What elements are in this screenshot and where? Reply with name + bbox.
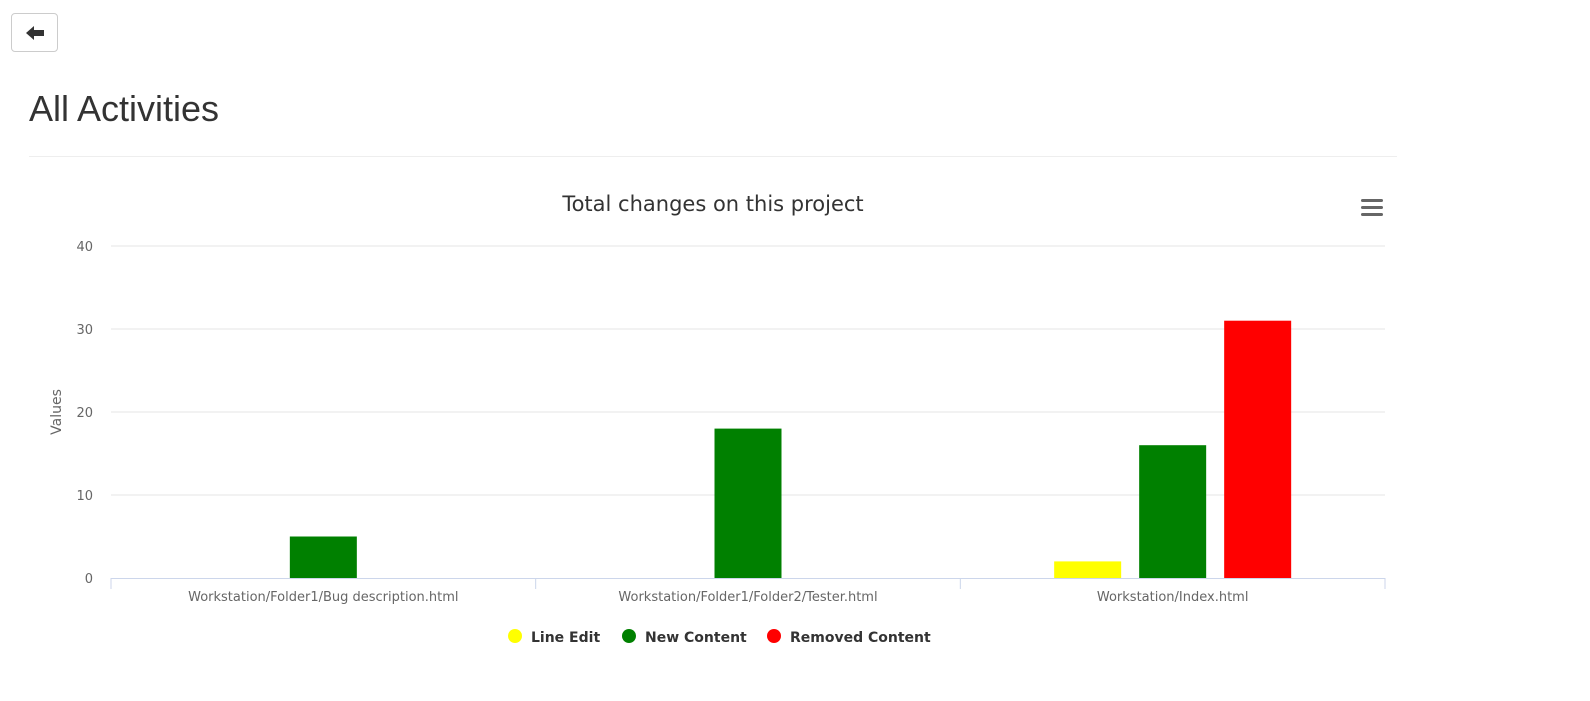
legend-label: Removed Content (790, 630, 931, 646)
legend-marker (508, 629, 522, 643)
y-tick-label: 0 (85, 572, 93, 587)
x-tick-label: Workstation/Index.html (1097, 590, 1249, 605)
y-tick-label: 30 (76, 323, 93, 338)
y-tick-label: 10 (76, 489, 93, 504)
legend-label: New Content (645, 630, 747, 646)
hamburger-menu-icon (1361, 199, 1383, 216)
y-axis-label: Values (49, 389, 65, 435)
arrow-left-icon (25, 25, 44, 40)
legend-marker (622, 629, 636, 643)
legend-item-removed-content[interactable]: Removed Content (767, 629, 931, 646)
page-title: All Activities (29, 88, 220, 129)
y-axis-ticks: 0 10 20 30 40 (76, 240, 93, 587)
bar-removed-content[interactable] (1224, 320, 1292, 578)
bar-new-content[interactable] (289, 536, 357, 579)
legend-item-line-edit[interactable]: Line Edit (508, 629, 600, 646)
y-tick-label: 40 (76, 240, 93, 255)
x-tick-label: Workstation/Folder1/Bug description.html (188, 590, 458, 605)
legend-marker (767, 629, 781, 643)
bar-new-content[interactable] (714, 428, 782, 578)
chart-menu-button[interactable] (1355, 193, 1389, 223)
x-axis-ticks: Workstation/Folder1/Bug description.html… (188, 590, 1248, 605)
bar-new-content[interactable] (1139, 445, 1207, 578)
bars (289, 320, 1292, 579)
legend-item-new-content[interactable]: New Content (622, 629, 747, 646)
x-axis (110, 578, 1386, 589)
legend-label: Line Edit (531, 630, 600, 646)
chart-title: Total changes on this project (561, 192, 863, 216)
x-tick-label: Workstation/Folder1/Folder2/Tester.html (618, 590, 877, 605)
title-divider (29, 156, 1397, 157)
bar-line-edit[interactable] (1054, 561, 1122, 578)
legend: Line Edit New Content Removed Content (508, 629, 931, 646)
y-tick-label: 20 (76, 406, 93, 421)
back-button[interactable] (11, 13, 58, 52)
